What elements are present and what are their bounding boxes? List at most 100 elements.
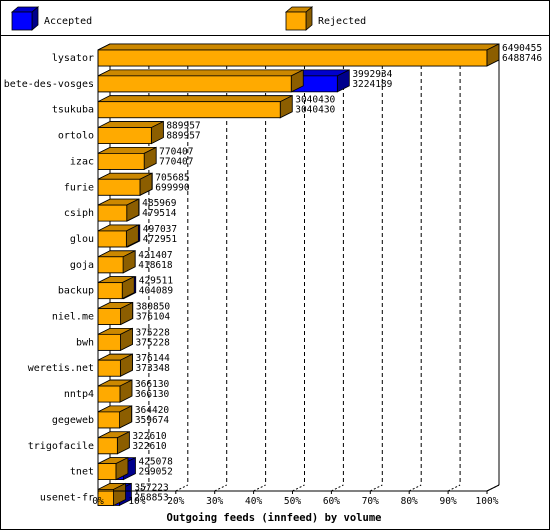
x-tick-label: 70% xyxy=(362,496,379,507)
bar-rejected xyxy=(97,301,133,326)
bar-rejected xyxy=(97,146,157,171)
value-label-rejected: 366130 xyxy=(135,389,170,400)
bar-rejected xyxy=(97,482,126,507)
value-label-accepted: 421407 xyxy=(138,250,172,261)
value-label-accepted: 3040430 xyxy=(295,95,335,106)
category-label: bete-des-vosges xyxy=(4,79,94,90)
x-tick-label: 100% xyxy=(476,496,499,507)
x-tick-label: 60% xyxy=(323,496,340,507)
bar-rejected xyxy=(97,431,130,455)
category-label: glou xyxy=(70,234,94,245)
x-axis-label: Outgoing feeds (innfeed) by volume xyxy=(167,512,382,524)
legend-swatch xyxy=(11,11,33,31)
value-label-rejected: 322610 xyxy=(132,441,167,452)
bar-rejected xyxy=(97,405,132,429)
x-tick-label: 90% xyxy=(440,496,457,507)
value-label-rejected: 6488746 xyxy=(502,53,542,64)
x-tick-label: 40% xyxy=(245,496,262,507)
bar-rejected xyxy=(97,379,133,403)
legend-item-accepted: Accepted xyxy=(10,6,92,31)
value-label-accepted: 357223 xyxy=(134,482,168,493)
category-label: goja xyxy=(70,260,94,271)
value-label-rejected: 3040430 xyxy=(295,105,335,116)
category-label: niel.me xyxy=(52,312,94,323)
category-label: tsukuba xyxy=(52,105,94,116)
category-label: csiph xyxy=(64,208,94,219)
value-label-rejected: 375228 xyxy=(135,337,170,348)
bar-rejected xyxy=(97,224,139,248)
x-tick-label: 0% xyxy=(92,496,104,507)
legend-item-rejected: Rejected xyxy=(284,6,366,31)
x-tick-label: 20% xyxy=(167,496,184,507)
value-label-accepted: 3992934 xyxy=(352,69,392,80)
category-label: trigofacile xyxy=(28,441,94,452)
value-label-rejected: 404089 xyxy=(139,286,174,297)
value-label-rejected: 299052 xyxy=(138,467,172,478)
category-label: usenet-fr xyxy=(40,492,94,503)
value-label-accepted: 497037 xyxy=(143,224,177,235)
x-tick-label: 50% xyxy=(284,496,301,507)
value-label-accepted: 485969 xyxy=(142,198,177,209)
value-label-accepted: 705685 xyxy=(155,172,189,183)
legend-label: Accepted xyxy=(44,16,92,27)
value-label-rejected: 258853 xyxy=(134,492,168,503)
category-label: furie xyxy=(64,182,94,193)
bar-rejected xyxy=(97,120,164,145)
value-label-rejected: 699990 xyxy=(155,182,190,193)
value-label-accepted: 380850 xyxy=(136,302,171,313)
value-label-rejected: 770407 xyxy=(159,156,193,167)
value-label-accepted: 429511 xyxy=(139,276,174,287)
bar-rejected xyxy=(97,198,140,222)
value-label-accepted: 6490455 xyxy=(502,43,542,54)
category-label: ortolo xyxy=(58,131,94,142)
bar-rejected xyxy=(97,456,129,481)
legend-label: Rejected xyxy=(318,16,366,27)
category-label: izac xyxy=(70,156,94,167)
bar-rejected xyxy=(97,250,136,274)
category-label: nntp4 xyxy=(64,389,94,400)
category-label: backup xyxy=(58,286,94,297)
bar-rejected xyxy=(97,327,133,351)
x-tick-label: 30% xyxy=(206,496,223,507)
value-label-rejected: 418618 xyxy=(138,260,173,271)
value-label-accepted: 322610 xyxy=(132,431,167,442)
category-label: bwh xyxy=(76,337,94,348)
value-label-accepted: 889957 xyxy=(166,121,200,132)
bar-rejected xyxy=(97,172,153,196)
category-label: lysator xyxy=(52,53,94,64)
value-label-rejected: 479514 xyxy=(142,208,177,219)
value-label-accepted: 364420 xyxy=(135,405,170,416)
category-label: gegeweb xyxy=(52,415,94,426)
x-tick-label: 80% xyxy=(401,496,418,507)
value-label-accepted: 366130 xyxy=(135,379,170,390)
value-label-rejected: 373348 xyxy=(136,363,171,374)
axes: 0% 10% 20% 30% 40% 50% 60% 70% 80% 90% 100% xyxy=(92,50,500,507)
category-label: weretis.net xyxy=(28,363,94,374)
value-label-accepted: 770407 xyxy=(159,146,193,157)
value-label-rejected: 376104 xyxy=(136,312,171,323)
value-label-rejected: 889957 xyxy=(166,131,200,142)
value-label-accepted: 376144 xyxy=(136,353,171,364)
bar-rejected xyxy=(97,43,500,67)
value-label-rejected: 472951 xyxy=(143,234,178,245)
value-label-accepted: 425078 xyxy=(138,457,173,468)
value-label-rejected: 359674 xyxy=(135,415,170,426)
value-label-accepted: 375228 xyxy=(135,327,170,338)
legend-swatch xyxy=(285,11,307,31)
bar-rejected xyxy=(97,95,293,119)
